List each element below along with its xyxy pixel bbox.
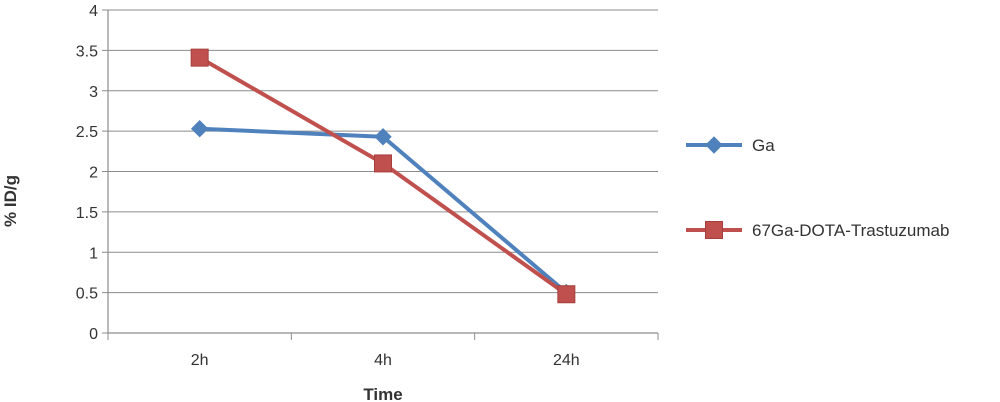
y-tick-label: 4: [89, 3, 98, 20]
y-tick-label: 3.5: [76, 43, 98, 60]
legend-label: 67Ga-DOTA-Trastuzumab: [752, 221, 949, 240]
legend: Ga 67Ga-DOTA-Trastuzumab: [686, 136, 949, 240]
gridlines: [108, 9, 658, 294]
y-tick-label: 0: [89, 326, 98, 343]
y-axis-ticks: 0 0.5 1 1.5 2 2.5 3 3.5 4: [76, 3, 108, 343]
y-tick-label: 0.5: [76, 286, 98, 303]
data-point: [374, 128, 392, 146]
data-point: [557, 285, 576, 304]
data-point: [190, 48, 209, 67]
y-axis-title: % ID/g: [1, 175, 20, 227]
x-axis-title: Time: [363, 385, 402, 402]
legend-marker: [705, 136, 723, 154]
series-line: [199, 126, 568, 295]
x-tick-label: 2h: [191, 352, 209, 369]
series-layer: [190, 48, 576, 304]
data-point: [190, 119, 209, 138]
series-1: [190, 119, 576, 302]
legend-item: 67Ga-DOTA-Trastuzumab: [686, 221, 949, 240]
legend-item: Ga: [686, 136, 775, 155]
legend-marker: [705, 221, 723, 239]
y-tick-label: 2: [89, 165, 98, 182]
series-line: [198, 55, 568, 296]
x-axis-ticks: 2h 4h 24h: [107, 333, 659, 369]
y-tick-label: 1: [89, 245, 98, 262]
x-tick-label: 24h: [553, 352, 580, 369]
y-tick-label: 3: [89, 84, 98, 101]
series-2: [190, 48, 576, 304]
legend-label: Ga: [752, 136, 775, 155]
y-tick-label: 2.5: [76, 124, 98, 141]
y-tick-label: 1.5: [76, 205, 98, 222]
x-tick-label: 4h: [374, 352, 392, 369]
data-point: [374, 154, 392, 173]
